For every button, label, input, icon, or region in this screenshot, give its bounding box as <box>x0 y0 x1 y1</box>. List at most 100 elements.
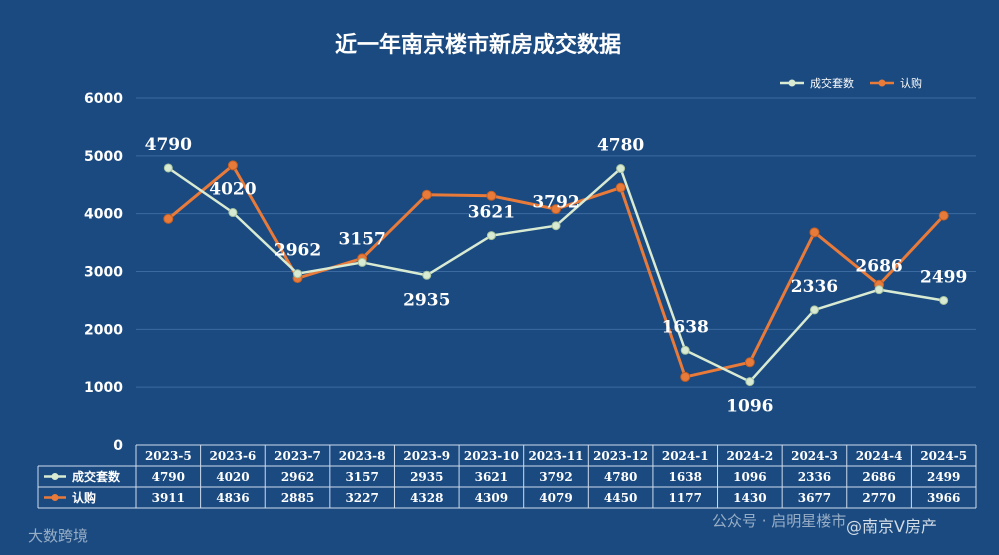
data-point-subscriptions <box>163 213 174 224</box>
data-point-deals <box>228 208 238 218</box>
x-tick-label: 2024-4 <box>856 449 903 463</box>
x-tick-label: 2023-9 <box>403 449 450 463</box>
data-table: 2023-5 2023-6 2023-7 2023-8 2023-9 2023-10 202… <box>37 444 977 509</box>
data-point-deals <box>680 345 690 355</box>
table-legend-marker <box>51 494 59 501</box>
data-label-deals: 3157 <box>338 229 385 249</box>
chart-title: 近一年南京楼市新房成交数据 <box>335 32 621 58</box>
data-point-subscriptions <box>227 160 238 171</box>
data-label-deals: 2499 <box>920 267 967 287</box>
table-cell: 1096 <box>733 470 766 484</box>
table-cell: 2770 <box>862 491 895 505</box>
x-tick-label: 2023-12 <box>593 449 648 463</box>
legend-marker <box>788 79 796 87</box>
x-tick-label: 2023-8 <box>339 449 386 463</box>
table-cell: 1638 <box>669 470 702 484</box>
data-point-deals <box>422 270 432 280</box>
y-axis-ticks: 0 1000 2000 3000 4000 5000 6000 <box>84 91 123 454</box>
table-cell: 1177 <box>669 491 702 505</box>
data-point-deals <box>874 285 884 295</box>
table-cell: 4790 <box>152 470 185 484</box>
y-tick-label: 2000 <box>84 322 123 338</box>
data-point-subscriptions <box>551 204 561 215</box>
y-tick-label: 4000 <box>84 207 123 223</box>
data-point-deals <box>939 295 949 305</box>
data-point-deals <box>551 221 561 231</box>
data-label-deals: 4790 <box>145 135 192 155</box>
x-tick-label: 2023-10 <box>464 449 519 463</box>
table-cell: 4780 <box>604 470 637 484</box>
watermark-bottom-middle: 公众号 · 启明星楼市 <box>712 512 846 530</box>
x-tick-label: 2023-11 <box>528 449 583 463</box>
y-tick-label: 0 <box>113 438 123 454</box>
data-point-deals <box>745 377 755 387</box>
table-cell: 4079 <box>539 491 572 505</box>
data-label-deals: 1096 <box>726 397 773 417</box>
table-cell: 3621 <box>475 470 508 484</box>
data-point-deals <box>293 269 303 279</box>
x-tick-label: 2023-6 <box>210 449 257 463</box>
table-series-name: 认购 <box>72 490 96 505</box>
data-label-deals: 2962 <box>274 241 321 261</box>
table-cell: 4328 <box>410 491 443 505</box>
table-cell: 3227 <box>345 491 378 505</box>
data-point-subscriptions <box>809 227 820 238</box>
table-cell: 4020 <box>216 470 249 484</box>
table-cell: 3677 <box>798 491 831 505</box>
x-tick-label: 2024-2 <box>726 449 773 463</box>
legend-marker <box>878 79 886 87</box>
data-point-subscriptions <box>744 357 755 368</box>
y-tick-label: 3000 <box>84 265 123 281</box>
x-tick-label: 2024-3 <box>791 449 838 463</box>
data-label-deals: 3792 <box>532 193 579 213</box>
table-cell: 2686 <box>862 470 895 484</box>
y-tick-label: 5000 <box>84 149 123 165</box>
data-label-deals: 4020 <box>209 180 256 200</box>
table-cell: 2499 <box>927 470 960 484</box>
gridlines <box>136 97 976 446</box>
table-cell: 2935 <box>410 470 443 484</box>
legend-label: 成交套数 <box>810 76 854 90</box>
legend: 成交套数 认购 <box>780 76 922 90</box>
data-point-subscriptions <box>486 190 497 201</box>
data-label-deals: 4780 <box>597 136 644 156</box>
table-cell: 3911 <box>152 491 185 505</box>
table-cell: 3966 <box>927 491 960 505</box>
data-label-deals: 2336 <box>791 277 838 297</box>
data-point-deals <box>163 163 173 173</box>
table-series-name: 成交套数 <box>72 469 121 484</box>
table-cell: 1430 <box>733 491 766 505</box>
table-cell: 4309 <box>475 491 508 505</box>
data-point-deals <box>809 305 819 315</box>
x-tick-label: 2024-1 <box>662 449 709 463</box>
data-labels: 4790 4020 2962 3157 2935 3621 3792 4780 1638 1096… <box>145 135 968 417</box>
data-point-deals <box>616 164 626 174</box>
data-point-deals <box>357 257 367 267</box>
data-label-deals: 1638 <box>662 317 709 337</box>
table-cell: 2962 <box>281 470 314 484</box>
series-points <box>163 160 949 387</box>
table-cell: 4450 <box>604 491 637 505</box>
x-tick-label: 2023-5 <box>145 449 192 463</box>
table-cell: 3157 <box>345 470 378 484</box>
x-tick-label: 2024-5 <box>920 449 967 463</box>
table-cell: 4836 <box>216 491 249 505</box>
data-point-subscriptions <box>938 210 949 221</box>
data-label-deals: 2935 <box>403 290 450 310</box>
y-tick-label: 6000 <box>84 91 123 107</box>
watermark-bottom-left: 大数跨境 <box>28 527 88 545</box>
table-cell: 2885 <box>281 491 314 505</box>
data-point-subscriptions <box>421 189 432 200</box>
table-cell: 3792 <box>539 470 572 484</box>
data-label-deals: 3621 <box>468 203 515 223</box>
x-tick-label: 2023-7 <box>274 449 321 463</box>
watermarks: 大数跨境 公众号 · 启明星楼市 @南京V房产 <box>28 512 937 545</box>
y-tick-label: 1000 <box>84 380 123 396</box>
data-label-deals: 2686 <box>855 257 902 277</box>
table-legend-marker <box>51 473 59 480</box>
legend-label: 认购 <box>900 76 922 90</box>
data-point-subscriptions <box>615 182 626 193</box>
data-point-deals <box>486 231 496 241</box>
